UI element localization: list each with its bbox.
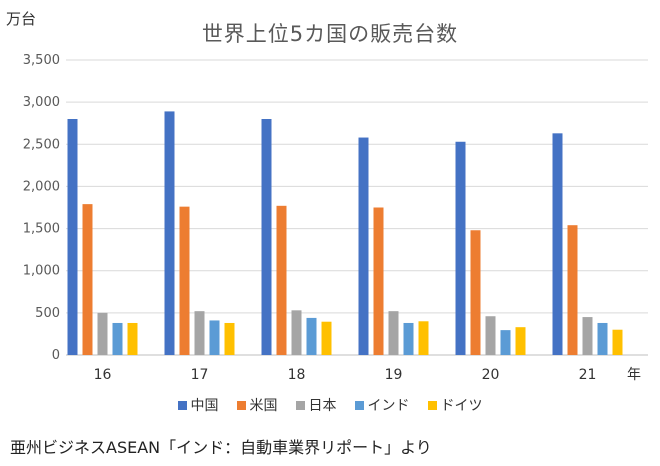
x-tick-label: 16 [94,367,112,383]
source-note: 亜州ビジネスASEAN「インド：自動車業界リポート」より [10,438,432,457]
x-tick-label: 20 [482,367,500,383]
bar [194,311,205,355]
bar [179,206,190,355]
y-tick-label: 1,500 [23,222,60,237]
y-tick-label: 1,000 [23,264,60,279]
legend-item: 中国 [177,395,219,415]
x-tick-label: 18 [288,367,306,383]
bar [612,329,623,355]
bar [418,321,429,355]
x-axis-ticks: 16 17 18 19 20 21 年 [94,367,641,383]
legend-item: インド [354,395,410,415]
bar [164,111,175,356]
bar [515,327,526,355]
bar [388,311,399,355]
legend-item: 日本 [295,395,337,415]
gridlines [66,59,648,356]
legend-label: ドイツ [440,398,483,414]
y-tick-label: 2,000 [23,179,60,194]
bar [209,320,220,355]
y-tick-label: 0 [52,348,60,363]
bar [470,230,481,355]
legend-swatch [236,400,246,410]
legend-swatch [295,400,305,410]
bar [276,205,287,355]
bar [82,204,93,355]
bar [373,207,384,355]
x-tick-label: 17 [191,367,209,383]
bar [485,316,496,355]
x-axis-label: 年 [627,367,641,383]
bars [67,111,623,356]
bar [291,310,302,355]
bar [597,322,608,355]
bar [358,137,369,355]
legend-swatch [427,400,437,410]
bar [224,322,235,355]
legend: 中国 米国 日本 インド ドイツ [0,395,660,415]
bar [127,322,138,355]
bar [306,317,317,355]
y-axis-ticks: 0 500 1,000 1,500 2,000 2,500 3,000 3,500 [23,53,60,363]
bar [582,317,593,355]
x-tick-label: 19 [385,367,403,383]
bar [567,225,578,355]
bar [67,119,78,355]
legend-swatch [177,400,187,410]
legend-item: 米国 [236,395,278,415]
y-unit-label: 万台 [6,10,37,28]
legend-item: ドイツ [427,395,483,415]
legend-label: 米国 [249,398,278,414]
chart-title: 世界上位5カ国の販売台数 [201,22,459,46]
bar [552,133,563,355]
bar [112,322,123,355]
bar [321,321,332,355]
bar [261,119,272,355]
legend-label: 日本 [308,398,337,414]
x-tick-label: 21 [579,367,597,383]
legend-label: インド [367,398,410,414]
y-tick-label: 3,000 [23,95,60,110]
bar [500,330,511,355]
y-tick-label: 3,500 [23,53,60,68]
bar [403,322,414,355]
legend-swatch [354,400,364,410]
bar [97,312,108,355]
legend-label: 中国 [190,398,219,414]
y-tick-label: 2,500 [23,137,60,152]
y-tick-label: 500 [35,306,60,321]
bar [455,141,466,355]
